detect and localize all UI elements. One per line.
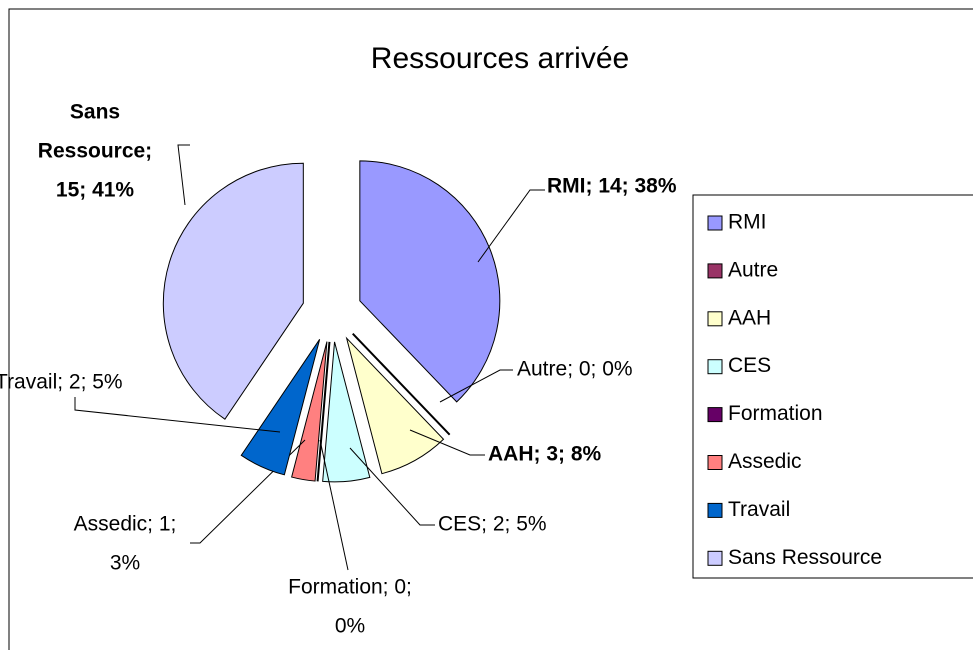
leader-line <box>190 439 306 544</box>
pie-slice <box>162 162 304 420</box>
data-label: 0% <box>335 615 365 638</box>
leader-line <box>409 429 485 456</box>
data-label: Formation; 0; <box>288 576 412 599</box>
pie-slice <box>345 336 445 475</box>
legend-swatch <box>707 502 723 518</box>
data-label: AAH; 3; 8% <box>488 443 602 466</box>
leader-line <box>74 397 281 433</box>
data-label: Assedic; 1; <box>74 513 177 536</box>
legend-label: Autre <box>728 258 778 281</box>
data-label: Ressource; <box>38 140 152 163</box>
data-label: 15; 41% <box>56 179 135 202</box>
chart-title: Ressources arrivée <box>371 42 629 75</box>
legend-swatch <box>707 215 723 231</box>
pie-slice <box>359 160 501 403</box>
pie-slice <box>322 341 371 483</box>
legend-swatch <box>707 407 723 423</box>
legend-label: CES <box>728 354 771 377</box>
legend-box <box>692 194 973 579</box>
data-label: RMI; 14; 38% <box>547 175 677 198</box>
legend-swatch <box>707 455 723 470</box>
leader-line <box>477 189 545 263</box>
legend-label: Travail <box>728 498 790 521</box>
legend-swatch <box>707 311 723 327</box>
data-label: 3% <box>110 552 140 575</box>
legend-swatch <box>707 550 723 566</box>
data-label: Travail; 2; 5% <box>0 371 123 394</box>
pie-slice <box>240 339 321 476</box>
legend-swatch <box>707 359 723 375</box>
data-label: CES; 2; 5% <box>438 513 547 536</box>
data-label: Autre; 0; 0% <box>517 358 633 381</box>
pie-slice <box>291 341 328 482</box>
leader-line <box>319 439 349 571</box>
legend-label: Formation <box>728 402 823 425</box>
legend-swatch <box>707 263 723 279</box>
leader-line <box>349 447 435 526</box>
data-label: Sans <box>70 101 120 124</box>
legend-label: Assedic <box>728 450 802 473</box>
legend-label: AAH <box>728 306 771 329</box>
leader-line <box>177 144 190 206</box>
leader-line <box>439 369 513 403</box>
legend-label: Sans Ressource <box>728 546 882 569</box>
legend-label: RMI <box>728 211 767 234</box>
